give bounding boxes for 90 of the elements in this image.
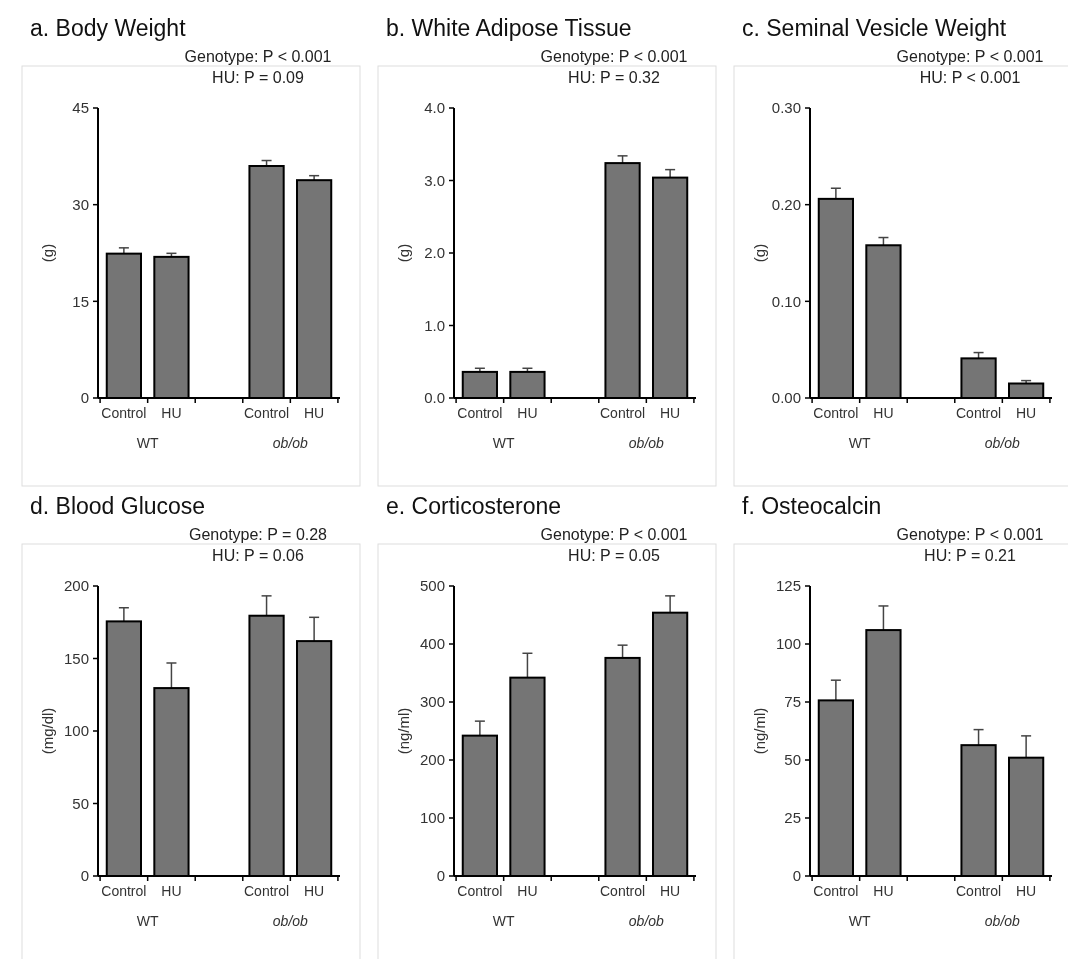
y-tick-label: 0 [792, 867, 801, 885]
y-tick-label: 0.30 [771, 99, 801, 117]
text: WT [848, 435, 871, 451]
y-tick-label: 400 [419, 635, 445, 653]
y-tick-label: 125 [775, 577, 801, 595]
x-tick-label: HU [873, 883, 894, 899]
text: Genotype: P < 0.001 [896, 48, 1044, 65]
text: Genotype: P < 0.001 [540, 526, 688, 543]
y-tick-label: 15 [72, 292, 89, 310]
y-tick-label: 25 [784, 809, 801, 827]
text: ob/ob [984, 435, 1021, 451]
y-tick-label: 150 [63, 649, 89, 667]
x-tick-label: Control [101, 405, 147, 421]
text: ob/ob [628, 913, 665, 929]
x-tick-label: HU [1016, 883, 1037, 899]
y-axis-title: (g) [39, 243, 56, 263]
y-tick-label: 100 [775, 635, 801, 653]
text: HU: P < 0.001 [919, 69, 1021, 86]
x-tick-label: HU [304, 405, 325, 421]
text: Genotype: P < 0.001 [540, 48, 688, 65]
text: Genotype: P = 0.28 [188, 526, 328, 543]
y-tick-label: 200 [63, 577, 89, 595]
chart-title: a. Body Weight [30, 15, 187, 41]
x-tick-label: HU [517, 405, 538, 421]
x-tick-label: HU [660, 405, 681, 421]
x-tick-label: Control [243, 405, 290, 421]
y-tick-label: 45 [72, 99, 89, 117]
x-tick-label: Control [955, 883, 1002, 899]
y-tick-label: 0 [80, 389, 89, 407]
y-tick-label: 500 [419, 577, 445, 595]
x-tick-label: Control [101, 883, 147, 899]
chart-title: f. Osteocalcin [742, 493, 882, 519]
text: Genotype: P < 0.001 [896, 526, 1044, 543]
y-tick-label: 100 [63, 722, 89, 740]
text: WT [136, 913, 159, 929]
x-tick-label: HU [161, 405, 182, 421]
text: HU: P = 0.21 [924, 547, 1016, 564]
y-tick-label: 0.20 [771, 195, 801, 213]
y-axis-title: (ng/ml) [751, 707, 768, 755]
y-tick-label: 0 [80, 867, 89, 885]
chart-title: e. Corticosterone [386, 493, 562, 519]
y-tick-label: 50 [784, 751, 801, 769]
x-tick-label: HU [161, 883, 182, 899]
y-tick-label: 100 [419, 809, 445, 827]
x-tick-label: Control [457, 883, 503, 899]
text: WT [136, 435, 159, 451]
y-tick-label: 0.0 [424, 389, 445, 407]
x-tick-label: HU [304, 883, 325, 899]
y-tick-label: 1.0 [424, 316, 445, 334]
x-tick-label: HU [1016, 405, 1037, 421]
x-tick-label: Control [813, 883, 859, 899]
text: Genotype: P < 0.001 [184, 48, 332, 65]
x-tick-label: Control [599, 405, 646, 421]
y-tick-label: 50 [72, 794, 89, 812]
x-tick-label: Control [457, 405, 503, 421]
text: HU: P = 0.09 [212, 69, 304, 86]
text: ob/ob [628, 435, 665, 451]
y-tick-label: 2.0 [424, 244, 445, 262]
text: HU: P = 0.32 [568, 69, 660, 86]
x-tick-label: Control [243, 883, 290, 899]
y-tick-label: 4.0 [424, 99, 445, 117]
text: WT [492, 913, 515, 929]
y-axis-title: (mg/dl) [39, 707, 56, 755]
y-tick-label: 0 [436, 867, 445, 885]
chart-title: c. Seminal Vesicle Weight [742, 15, 1007, 41]
text: ob/ob [272, 435, 309, 451]
y-axis-title: (g) [395, 243, 412, 263]
y-tick-label: 75 [784, 693, 801, 711]
y-tick-label: 30 [72, 195, 89, 213]
x-tick-label: HU [517, 883, 538, 899]
text: ob/ob [272, 913, 309, 929]
chart-title: b. White Adipose Tissue [386, 15, 632, 41]
y-tick-label: 200 [419, 751, 445, 769]
text: HU: P = 0.06 [212, 547, 304, 564]
x-tick-label: Control [599, 883, 646, 899]
x-tick-label: Control [955, 405, 1002, 421]
text: WT [848, 913, 871, 929]
y-tick-label: 3.0 [424, 171, 445, 189]
chart-title: d. Blood Glucose [30, 493, 206, 519]
text: ob/ob [984, 913, 1021, 929]
y-tick-label: 0.10 [771, 292, 801, 310]
y-axis-title: (ng/ml) [395, 707, 412, 755]
y-tick-label: 300 [419, 693, 445, 711]
x-tick-label: HU [873, 405, 894, 421]
text: HU: P = 0.05 [568, 547, 660, 564]
y-axis-title: (g) [751, 243, 768, 263]
x-tick-label: Control [813, 405, 859, 421]
text: WT [492, 435, 515, 451]
y-tick-label: 0.00 [771, 389, 801, 407]
x-tick-label: HU [660, 883, 681, 899]
